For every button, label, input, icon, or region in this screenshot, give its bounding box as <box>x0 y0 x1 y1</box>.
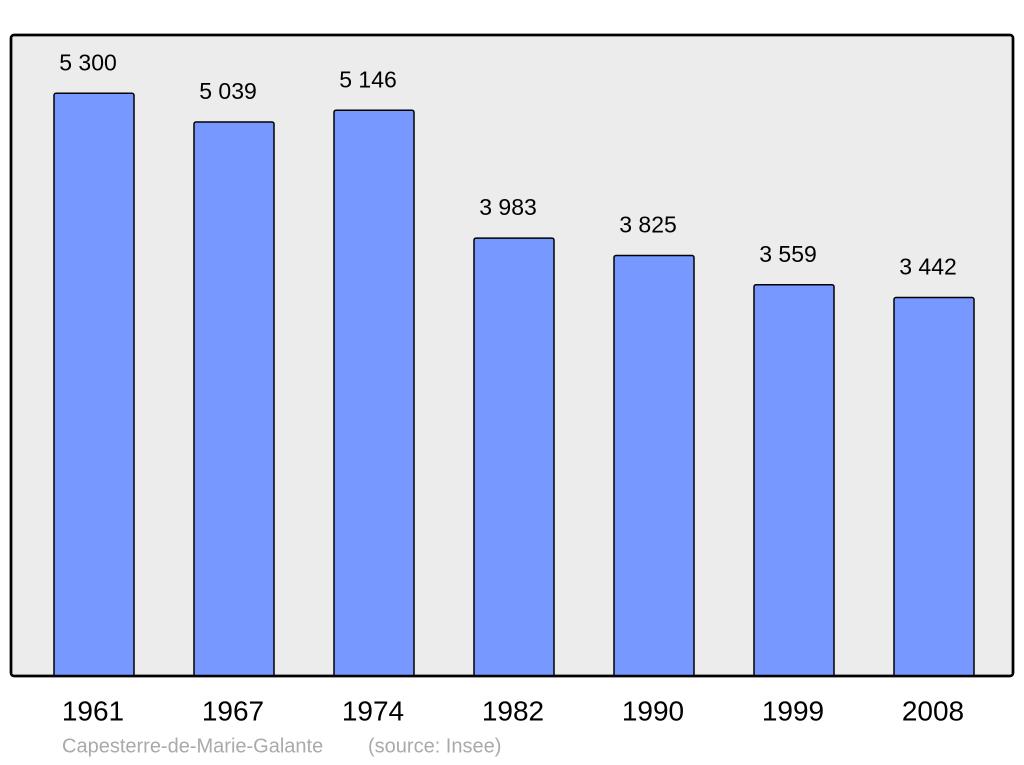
bar <box>53 92 135 677</box>
x-tick-label: 1961 <box>62 695 124 726</box>
bar <box>333 109 415 677</box>
bar <box>753 283 835 677</box>
value-label: 5 039 <box>199 78 257 104</box>
x-tick-label: 1967 <box>202 695 264 726</box>
value-label: 3 442 <box>899 254 957 280</box>
x-tick-label: 1974 <box>342 695 404 726</box>
bar <box>893 296 975 677</box>
source: (source: Insee) <box>368 735 501 757</box>
value-label: 3 825 <box>619 212 677 238</box>
bar <box>193 121 275 677</box>
plot-border <box>9 33 1015 678</box>
value-label: 5 146 <box>339 66 397 92</box>
caption: Capesterre-de-Marie-Galante <box>62 735 323 757</box>
x-tick-label: 1999 <box>762 695 824 726</box>
value-label: 3 983 <box>479 194 537 220</box>
bar <box>473 237 555 677</box>
bar <box>613 254 695 677</box>
value-label: 3 559 <box>759 241 817 267</box>
x-tick-label: 2008 <box>902 695 964 726</box>
x-tick-label: 1982 <box>482 695 544 726</box>
value-label: 5 300 <box>59 49 117 75</box>
x-tick-label: 1990 <box>622 695 684 726</box>
